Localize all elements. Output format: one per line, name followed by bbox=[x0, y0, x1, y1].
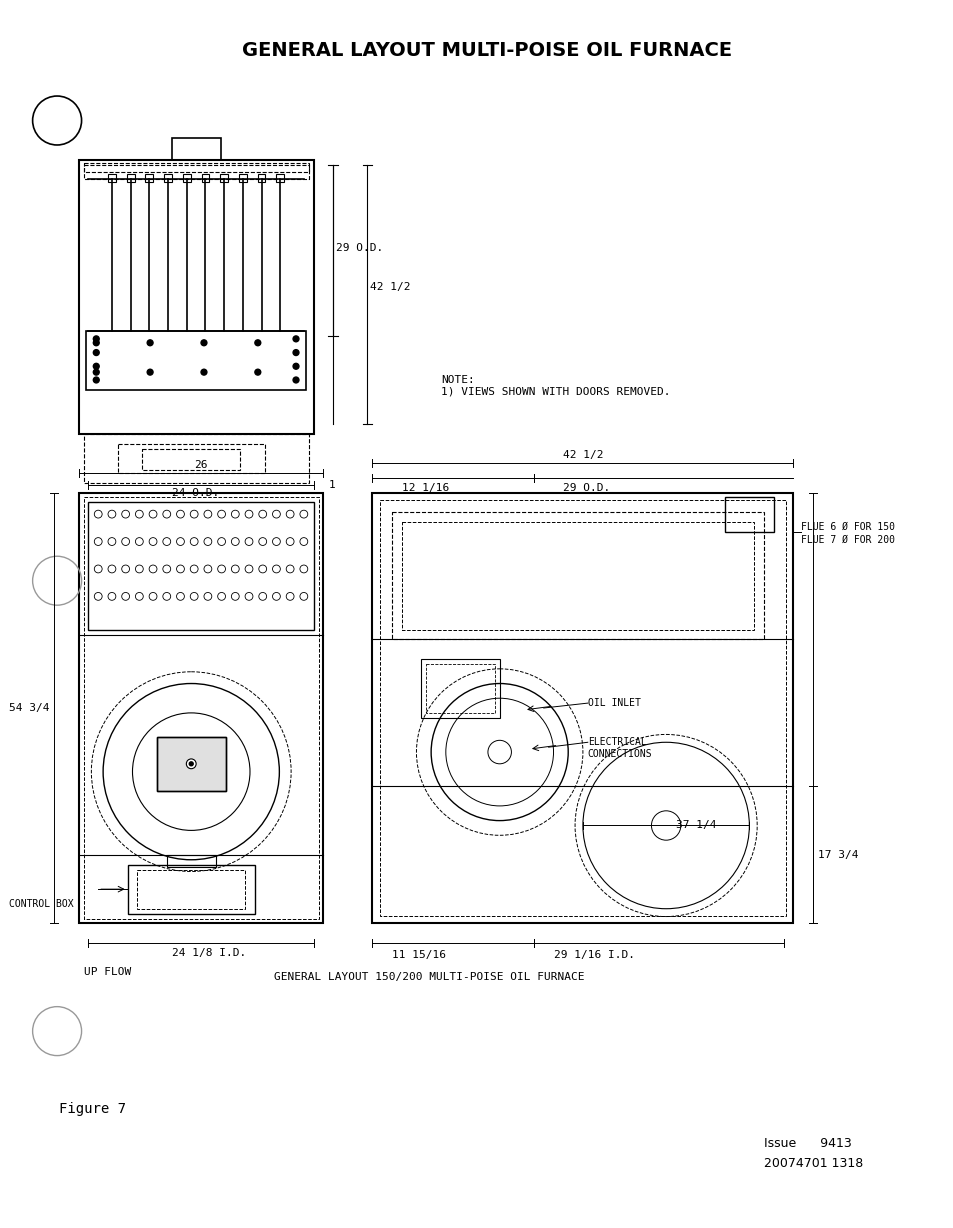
Bar bbox=[276, 174, 284, 182]
Text: OIL INLET: OIL INLET bbox=[587, 698, 640, 709]
Text: 42 1/2: 42 1/2 bbox=[370, 282, 411, 292]
Bar bbox=[89, 502, 314, 630]
Text: 20074701 1318: 20074701 1318 bbox=[763, 1157, 862, 1170]
Text: 37 1/4: 37 1/4 bbox=[676, 820, 716, 830]
Circle shape bbox=[93, 350, 99, 355]
Text: 12 1/16: 12 1/16 bbox=[401, 483, 449, 492]
Circle shape bbox=[147, 340, 152, 346]
Bar bbox=[84, 162, 309, 172]
Text: 29 O.D.: 29 O.D. bbox=[335, 243, 383, 253]
Bar bbox=[87, 332, 306, 389]
Bar bbox=[372, 492, 793, 923]
Text: 24 O.D.: 24 O.D. bbox=[172, 488, 218, 497]
Bar bbox=[84, 433, 309, 483]
Circle shape bbox=[93, 377, 99, 383]
Bar bbox=[401, 522, 754, 630]
Text: 54 3/4: 54 3/4 bbox=[10, 702, 50, 713]
Bar bbox=[164, 174, 172, 182]
Text: Issue      9413: Issue 9413 bbox=[763, 1137, 851, 1151]
Circle shape bbox=[189, 761, 193, 766]
Bar bbox=[392, 512, 763, 640]
Text: 29 O.D.: 29 O.D. bbox=[562, 483, 610, 492]
Bar bbox=[238, 174, 247, 182]
Bar bbox=[257, 174, 265, 182]
Text: 26: 26 bbox=[194, 460, 208, 470]
Circle shape bbox=[293, 377, 298, 383]
Text: 11 15/16: 11 15/16 bbox=[392, 949, 445, 960]
Text: UP FLOW: UP FLOW bbox=[84, 968, 131, 977]
Bar bbox=[142, 448, 240, 470]
Text: CONTROL BOX: CONTROL BOX bbox=[10, 899, 73, 909]
Circle shape bbox=[147, 370, 152, 375]
Bar bbox=[78, 492, 323, 923]
Circle shape bbox=[201, 340, 207, 346]
Bar bbox=[167, 855, 215, 867]
Bar bbox=[220, 174, 228, 182]
Bar bbox=[426, 664, 495, 713]
Bar bbox=[724, 497, 773, 532]
Circle shape bbox=[254, 370, 260, 375]
Circle shape bbox=[93, 340, 99, 346]
Circle shape bbox=[293, 336, 298, 341]
Bar bbox=[137, 869, 245, 909]
Text: GENERAL LAYOUT MULTI-POISE OIL FURNACE: GENERAL LAYOUT MULTI-POISE OIL FURNACE bbox=[242, 41, 731, 59]
Text: 17 3/4: 17 3/4 bbox=[817, 850, 858, 860]
Circle shape bbox=[293, 363, 298, 370]
Bar bbox=[157, 737, 225, 791]
Bar bbox=[78, 160, 314, 433]
Bar bbox=[183, 174, 191, 182]
Bar bbox=[172, 138, 220, 160]
Bar bbox=[84, 165, 309, 179]
Bar bbox=[380, 501, 784, 916]
Bar bbox=[84, 497, 318, 919]
Bar bbox=[421, 659, 499, 718]
Text: NOTE:
1) VIEWS SHOWN WITH DOORS REMOVED.: NOTE: 1) VIEWS SHOWN WITH DOORS REMOVED. bbox=[440, 375, 670, 397]
Bar bbox=[127, 174, 134, 182]
Bar bbox=[146, 174, 153, 182]
Circle shape bbox=[93, 363, 99, 370]
Bar bbox=[201, 174, 209, 182]
Circle shape bbox=[201, 370, 207, 375]
Text: 42 1/2: 42 1/2 bbox=[562, 451, 602, 460]
Bar bbox=[108, 174, 116, 182]
Bar bbox=[117, 443, 264, 473]
Circle shape bbox=[293, 350, 298, 355]
Bar bbox=[128, 865, 254, 914]
Text: Figure 7: Figure 7 bbox=[59, 1103, 126, 1116]
Circle shape bbox=[93, 336, 99, 341]
Text: ELECTRICAL
CONNECTIONS: ELECTRICAL CONNECTIONS bbox=[587, 737, 652, 759]
Circle shape bbox=[254, 340, 260, 346]
Text: 29 1/16 I.D.: 29 1/16 I.D. bbox=[553, 949, 634, 960]
Text: FLUE 7 Ø FOR 200: FLUE 7 Ø FOR 200 bbox=[801, 534, 894, 544]
Text: 24 1/8 I.D.: 24 1/8 I.D. bbox=[172, 948, 246, 958]
Text: FLUE 6 Ø FOR 150: FLUE 6 Ø FOR 150 bbox=[801, 522, 894, 532]
Circle shape bbox=[93, 370, 99, 375]
Circle shape bbox=[186, 759, 196, 769]
Text: 1: 1 bbox=[328, 480, 335, 490]
Text: GENERAL LAYOUT 150/200 MULTI-POISE OIL FURNACE: GENERAL LAYOUT 150/200 MULTI-POISE OIL F… bbox=[274, 973, 584, 982]
Bar bbox=[157, 737, 225, 791]
